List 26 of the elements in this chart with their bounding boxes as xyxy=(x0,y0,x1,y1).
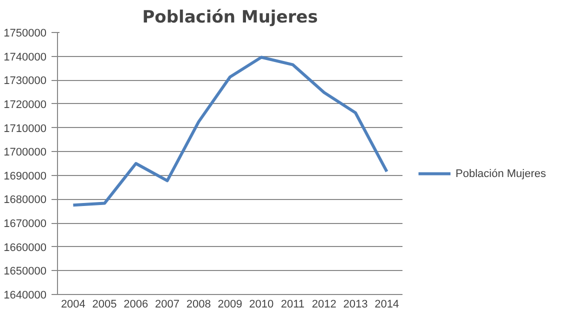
x-tick-label: 2009 xyxy=(218,298,242,310)
x-tick-label: 2008 xyxy=(186,298,211,310)
x-tick-label: 2005 xyxy=(92,298,117,310)
y-tick-label: 1660000 xyxy=(4,242,47,254)
y-tick-label: 1700000 xyxy=(4,146,47,159)
y-tick-label: 1720000 xyxy=(4,98,47,111)
line-series xyxy=(72,56,388,207)
y-tick-label: 1690000 xyxy=(4,170,47,182)
y-tick-label: 1670000 xyxy=(4,218,47,230)
x-tick-label: 2014 xyxy=(374,298,400,310)
y-tick-label: 1730000 xyxy=(4,75,47,88)
chart-title: Población Mujeres xyxy=(142,8,318,28)
x-tick-label: 2006 xyxy=(124,298,148,310)
y-tick-label: 1740000 xyxy=(4,51,47,64)
x-tick-label: 2013 xyxy=(343,298,368,310)
y-tick-label: 1710000 xyxy=(4,122,47,135)
x-tick-label: 2011 xyxy=(280,298,305,310)
y-tick-label: 1640000 xyxy=(4,290,47,302)
x-tick-label: 2007 xyxy=(155,298,180,310)
y-tick-label: 1680000 xyxy=(4,194,47,206)
legend-label: Población Mujeres xyxy=(456,168,546,180)
y-tick-label: 1650000 xyxy=(4,266,47,278)
x-tick-label: 2004 xyxy=(60,298,86,310)
y-tick-label: 1750000 xyxy=(4,28,47,40)
x-tick-label: 2010 xyxy=(249,298,274,310)
x-tick-label: 2012 xyxy=(312,298,336,310)
